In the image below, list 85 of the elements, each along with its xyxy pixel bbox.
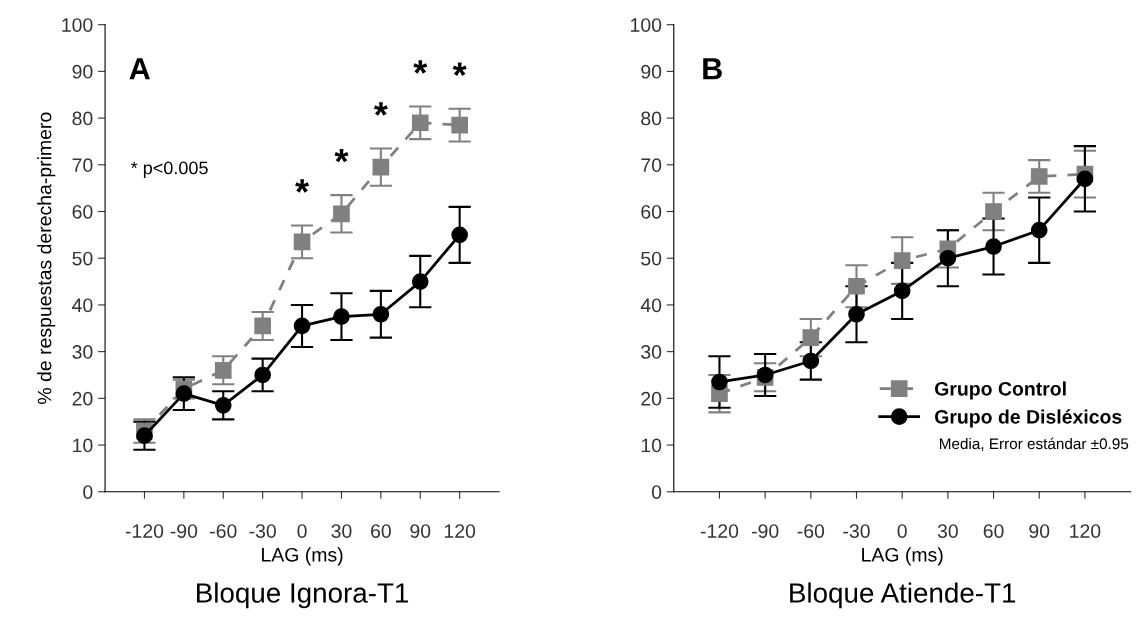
y-tick-label: 20 (641, 391, 662, 406)
x-tick-label: -30 (843, 524, 870, 538)
x-tick-label: 60 (983, 524, 1004, 538)
x-axis-title: LAG (ms) (262, 547, 343, 566)
y-tick-label: 60 (641, 204, 662, 219)
point (985, 203, 1002, 220)
point (893, 252, 911, 269)
x-tick-label: 0 (897, 524, 907, 538)
y-tick-label: 90 (641, 64, 662, 79)
y-tick-label: 30 (72, 345, 93, 359)
point (411, 273, 429, 290)
annotation: * p<0.005 (130, 161, 208, 178)
x-tick-label: -90 (170, 524, 198, 538)
point (848, 277, 865, 295)
point (411, 114, 429, 132)
y-tick-label: 70 (72, 158, 93, 173)
point (372, 305, 390, 323)
x-tick-label: -120 (125, 524, 164, 538)
point (1030, 168, 1048, 185)
point (802, 329, 820, 346)
point (333, 308, 350, 325)
point (893, 282, 911, 300)
text: Bloque Ignora-T1 (197, 582, 409, 609)
y-tick-label: 70 (641, 158, 662, 173)
annotation: * (334, 148, 349, 163)
point (372, 158, 390, 176)
point (848, 305, 865, 323)
point (451, 116, 468, 134)
y-tick-label: 40 (640, 298, 662, 313)
x-tick-label: 30 (331, 524, 352, 538)
point (1030, 221, 1048, 239)
x-tick-label: 60 (371, 524, 391, 538)
x-tick-label: 30 (937, 524, 958, 538)
x-tick-label: -60 (210, 524, 237, 538)
annotation: A (129, 58, 150, 80)
y-tick-label: 90 (72, 64, 93, 79)
x-tick-label: -120 (700, 524, 739, 538)
x-axis-title: LAG (ms) (862, 547, 943, 566)
y-tick-label: 50 (72, 251, 93, 266)
point (254, 317, 271, 335)
annotation: * (413, 60, 428, 74)
annotation: * (295, 179, 310, 193)
point (214, 397, 232, 414)
x-tick-label: -30 (249, 524, 276, 538)
x-tick-label: 120 (444, 524, 476, 538)
y-tick-label: 50 (641, 251, 662, 266)
point (293, 317, 311, 335)
y-tick-label: 30 (641, 345, 662, 359)
y-tick-label: 100 (62, 18, 93, 32)
y-tick-label: 10 (641, 438, 662, 453)
y-tick-label: 60 (72, 204, 93, 219)
legend-label: Grupo Control (935, 381, 1066, 400)
point (214, 361, 232, 379)
x-tick-label: 90 (1029, 524, 1050, 538)
y-axis-title: % de respuestas derecha-primero (37, 112, 56, 404)
y-tick-label: 80 (72, 111, 93, 126)
text: Bloque Atiende-T1 (790, 582, 1016, 609)
y-tick-label: 10 (73, 438, 93, 453)
point (711, 373, 728, 391)
x-tick-label: -60 (797, 524, 825, 538)
y-tick-label: 0 (83, 485, 93, 499)
annotation: * (452, 62, 467, 76)
y-tick-label: 0 (651, 485, 662, 499)
annotation: Media, Error estándar ±0.95 (939, 437, 1129, 451)
y-tick-label: 40 (72, 298, 93, 313)
x-tick-label: 0 (297, 524, 307, 538)
point (254, 366, 271, 384)
annotation: B (703, 58, 722, 80)
point (1076, 170, 1094, 188)
point (802, 352, 820, 370)
x-tick-label: 120 (1070, 524, 1101, 538)
point (451, 226, 468, 244)
point (293, 233, 311, 251)
annotation: * (373, 102, 388, 116)
x-tick-label: 90 (410, 524, 431, 538)
x-tick-label: -90 (751, 524, 779, 538)
y-tick-label: 80 (641, 111, 662, 126)
y-tick-label: 100 (631, 18, 662, 32)
point (136, 427, 153, 445)
point (985, 238, 1002, 255)
point (939, 249, 957, 267)
y-tick-label: 20 (72, 391, 93, 406)
point (333, 205, 350, 223)
legend-label: Grupo de Disléxicos (935, 409, 1122, 428)
point (175, 385, 193, 402)
